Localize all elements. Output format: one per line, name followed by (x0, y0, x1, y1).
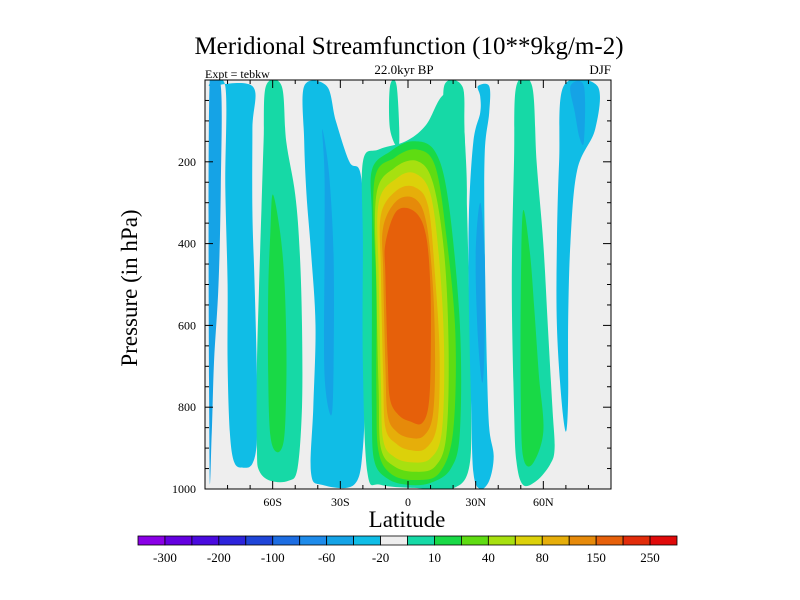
contour-regions (205, 80, 611, 489)
colorbar-labels: -300 -200 -100 -60 -20 10 40 80 150 250 (153, 550, 660, 565)
colorbar-swatch (460, 535, 489, 546)
colorbar-swatch (380, 535, 408, 546)
season-label: DJF (589, 62, 611, 77)
colorbar-swatch (326, 535, 354, 546)
contour-nh-hadley-core (475, 202, 486, 383)
contour-nh-polar-core (570, 80, 586, 146)
colorbar-label: 10 (428, 550, 441, 565)
contour-sh-hadley-core (322, 129, 334, 416)
colorbar-swatch (191, 535, 220, 546)
colorbar-label: -200 (207, 550, 231, 565)
y-tick-label: 400 (178, 237, 196, 251)
x-tick-label: 30S (331, 495, 350, 509)
colorbar-swatch (622, 535, 651, 546)
colorbar-swatch (649, 535, 678, 546)
colorbar-label: -20 (372, 550, 389, 565)
x-tick-label: 30N (465, 495, 486, 509)
experiment-label: Expt = tebkw (205, 67, 270, 81)
x-tick-label: 0 (405, 495, 411, 509)
colorbar-label: -60 (318, 550, 335, 565)
contour-upper-equatorial-band (388, 80, 400, 148)
contour-nh-ferrel-core (520, 209, 544, 467)
colorbar-swatch (218, 535, 247, 546)
colorbar-swatch (595, 535, 624, 546)
colorbar-label: 40 (482, 550, 495, 565)
colorbar-swatch (541, 535, 570, 546)
colorbar-swatch (299, 535, 328, 546)
contour-sh-polar-core (208, 80, 222, 485)
axis-ticks (205, 79, 611, 490)
colorbar (137, 535, 678, 546)
colorbar-label: -100 (261, 550, 285, 565)
y-axis-label: Pressure (in hPa) (117, 209, 142, 366)
colorbar-swatch (487, 535, 516, 546)
colorbar-label: 250 (640, 550, 660, 565)
x-tick-label: 60N (533, 495, 554, 509)
y-tick-label: 1000 (172, 482, 196, 496)
contour-nh-polar-cell (556, 80, 600, 432)
contour-sh-polar-cell (208, 80, 258, 468)
colorbar-label: -300 (153, 550, 177, 565)
y-tick-label: 600 (178, 318, 196, 332)
axis-tick-labels: 60S 30S 0 30N 60N 200 400 600 800 1000 (172, 155, 554, 509)
colorbar-swatch (245, 535, 274, 546)
period-label: 22.0kyr BP (374, 62, 433, 77)
colorbar-swatch (137, 535, 166, 546)
x-tick-label: 60S (263, 495, 282, 509)
colorbar-label: 150 (586, 550, 606, 565)
colorbar-swatch (272, 535, 301, 546)
colorbar-swatch (164, 535, 193, 546)
colorbar-label: 80 (536, 550, 549, 565)
y-tick-label: 800 (178, 400, 196, 414)
colorbar-swatch (568, 535, 597, 546)
contour-fill-group (208, 80, 600, 489)
x-axis-label: Latitude (369, 507, 446, 532)
chart-title: Meridional Streamfunction (10**9kg/m-2) (194, 33, 623, 60)
contour-winter-hadley-core (384, 207, 431, 425)
contour-sh-hadley-cell (302, 80, 366, 489)
colorbar-swatch (353, 535, 381, 546)
colorbar-swatch (434, 535, 462, 546)
colorbar-swatch (407, 535, 435, 546)
colorbar-swatch (514, 535, 543, 546)
contour-sh-ferrel-core (267, 194, 287, 453)
y-tick-label: 200 (178, 155, 196, 169)
